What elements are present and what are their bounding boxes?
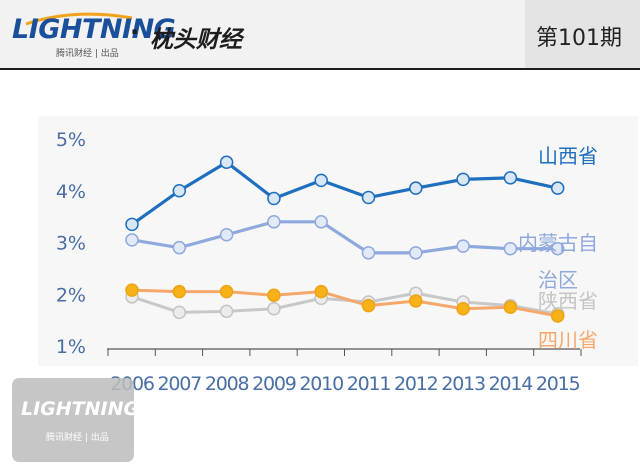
y-tick-label: 4% [56,181,86,203]
data-point-neimenggu [456,239,470,253]
series-label-neimenggu-2: 治区 [538,268,578,292]
data-point-neimenggu [267,215,281,229]
data-point-neimenggu [409,246,423,260]
series-line-shaanxi [131,291,558,316]
data-point-sichuan [409,294,423,308]
brand-name: LIGHTNING [12,14,176,45]
data-point-shanxi [172,184,187,198]
data-point-shanxi [456,172,470,187]
data-point-sichuan [125,283,139,297]
y-tick-label: 1% [56,336,86,358]
data-point-shanxi [361,190,376,205]
series-line-sichuan [131,288,558,318]
watermark-brand: LIGHTNING [21,398,140,420]
brand-subtitle: 腾讯财经 | 出品 [56,49,119,59]
data-point-neimenggu [314,215,328,229]
data-point-shanxi [219,155,234,170]
data-point-sichuan [456,301,470,316]
series-label-shanxi: 山西省 [538,144,598,168]
series-label-sichuan: 四川省 [538,328,598,352]
data-point-sichuan [550,309,565,323]
data-point-shanxi [409,181,423,195]
x-tick-label: 2010 [299,373,343,395]
data-point-sichuan [219,284,234,299]
data-point-neimenggu [361,246,376,260]
y-tick-label: 2% [56,284,86,306]
x-tick-label: 2015 [536,373,580,395]
data-point-shanxi [267,191,281,206]
issue-box: 第101期 [525,0,640,68]
x-tick-label: 2008 [205,373,249,395]
data-point-shaanxi [267,301,281,316]
data-point-sichuan [172,284,187,299]
x-tick-label: 2009 [252,373,296,395]
data-point-shanxi [314,173,328,188]
y-tick-label: 5% [56,129,86,151]
data-point-shanxi [125,217,139,232]
data-point-neimenggu [125,233,139,247]
chart-axes: 2006200720082009201020112012201320142015… [56,129,582,395]
data-point-sichuan [503,300,518,314]
chart-lines [125,155,565,323]
data-point-shanxi [550,181,565,195]
series-line-shanxi [131,160,559,226]
data-point-neimenggu [172,240,187,255]
x-tick-label: 2014 [489,373,534,395]
data-point-shanxi [503,171,518,185]
brand-separator: · [130,18,140,46]
series-label-shaanxi: 陕西省 [538,289,598,313]
x-tick-label: 2012 [394,373,438,395]
header-bar: LIGHTNING 腾讯财经 | 出品 · 枕头财经 第101期 [0,0,640,70]
data-point-neimenggu [503,241,518,256]
data-point-neimenggu [219,227,234,242]
data-point-shaanxi [219,304,234,319]
logo-swoosh-icon [25,12,133,26]
data-point-neimenggu [550,241,565,256]
issue-number: 第101期 [536,26,622,51]
series-label-neimenggu: 内蒙古自 [518,231,598,255]
y-tick-label: 3% [56,233,86,255]
x-tick-label: 2011 [347,373,391,395]
data-point-sichuan [267,288,281,303]
x-tick-label: 2013 [441,373,485,395]
series-line-neimenggu [131,220,558,255]
data-point-sichuan [314,284,328,299]
watermark-logo: LIGHTNING 腾讯财经 | 出品 [12,378,139,462]
column-title: 枕头财经 [150,27,242,53]
data-point-sichuan [361,298,376,313]
x-tick-label: 2007 [158,373,202,395]
data-point-shaanxi [172,305,187,320]
watermark-subtitle: 腾讯财经 | 出品 [46,433,109,443]
